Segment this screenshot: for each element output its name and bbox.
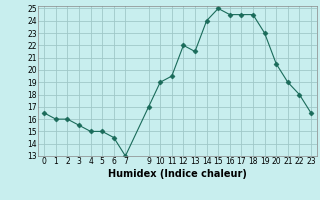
X-axis label: Humidex (Indice chaleur): Humidex (Indice chaleur)	[108, 169, 247, 179]
